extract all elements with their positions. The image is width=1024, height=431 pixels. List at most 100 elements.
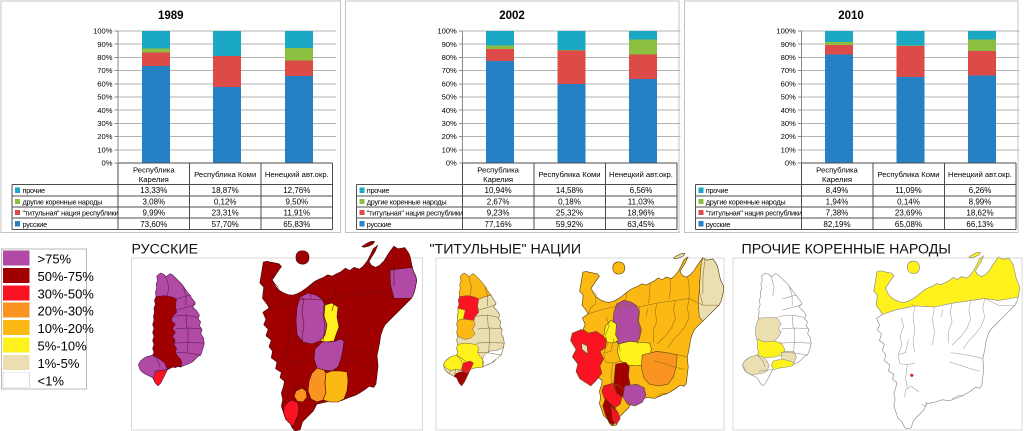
svg-text:9,99%: 9,99% — [142, 209, 165, 218]
svg-text:100%: 100% — [776, 27, 796, 36]
svg-text:Республика: Республика — [477, 166, 519, 175]
svg-text:ПРОЧИЕ КОРЕННЫЕ НАРОДЫ: ПРОЧИЕ КОРЕННЫЕ НАРОДЫ — [742, 242, 951, 258]
svg-text:Ненецкий авт.окр.: Ненецкий авт.окр. — [265, 170, 329, 179]
svg-text:100%: 100% — [437, 27, 457, 36]
svg-text:60%: 60% — [97, 79, 112, 88]
svg-text:60%: 60% — [442, 79, 457, 88]
svg-text:11,09%: 11,09% — [895, 186, 922, 195]
svg-text:2010: 2010 — [838, 10, 864, 22]
svg-text:10,94%: 10,94% — [485, 186, 512, 195]
svg-text:80%: 80% — [97, 53, 112, 62]
svg-text:18,87%: 18,87% — [212, 186, 239, 195]
svg-text:7,38%: 7,38% — [826, 209, 849, 218]
svg-text:60%: 60% — [781, 79, 796, 88]
svg-text:13,33%: 13,33% — [140, 186, 167, 195]
svg-text:Карелия: Карелия — [139, 175, 169, 184]
svg-text:57,70%: 57,70% — [212, 220, 239, 229]
svg-text:65,83%: 65,83% — [283, 220, 310, 229]
svg-text:90%: 90% — [781, 40, 796, 49]
svg-text:90%: 90% — [442, 40, 457, 49]
svg-text:12,76%: 12,76% — [283, 186, 310, 195]
svg-text:66,13%: 66,13% — [966, 220, 993, 229]
svg-text:80%: 80% — [781, 53, 796, 62]
svg-text:Республика Коми: Республика Коми — [538, 170, 600, 179]
svg-text:70%: 70% — [442, 66, 457, 75]
svg-text:прочие: прочие — [706, 186, 729, 195]
svg-text:70%: 70% — [97, 66, 112, 75]
svg-text:10%: 10% — [442, 145, 457, 154]
svg-text:8,99%: 8,99% — [969, 197, 992, 206]
svg-text:10%-20%: 10%-20% — [38, 321, 95, 336]
svg-text:65,08%: 65,08% — [895, 220, 922, 229]
svg-text:1,94%: 1,94% — [826, 197, 849, 206]
svg-text:23,31%: 23,31% — [212, 209, 239, 218]
svg-text:8,49%: 8,49% — [826, 186, 849, 195]
svg-text:63,45%: 63,45% — [627, 220, 654, 229]
svg-text:30%-50%: 30%-50% — [38, 286, 95, 301]
svg-text:90%: 90% — [97, 40, 112, 49]
svg-text:11,91%: 11,91% — [284, 209, 311, 218]
svg-text:русские: русские — [23, 220, 48, 229]
svg-text:40%: 40% — [97, 106, 112, 115]
svg-text:Республика Коми: Республика Коми — [877, 170, 939, 179]
svg-text:3,08%: 3,08% — [142, 197, 165, 206]
svg-text:русские: русские — [367, 220, 392, 229]
svg-text:23,69%: 23,69% — [895, 209, 922, 218]
svg-text:Республика: Республика — [816, 166, 858, 175]
svg-text:Карелия: Карелия — [483, 175, 513, 184]
svg-text:1%-5%: 1%-5% — [38, 356, 80, 371]
svg-text:>75%: >75% — [38, 252, 72, 267]
svg-text:РУССКИЕ: РУССКИЕ — [132, 242, 199, 258]
svg-text:6,26%: 6,26% — [969, 186, 992, 195]
svg-text:"титульная" нация республики: "титульная" нация республики — [706, 209, 802, 218]
svg-text:10%: 10% — [781, 145, 796, 154]
svg-text:82,19%: 82,19% — [823, 220, 850, 229]
svg-text:20%-30%: 20%-30% — [38, 304, 95, 319]
svg-text:20%: 20% — [97, 132, 112, 141]
svg-text:"титульная" нация республики: "титульная" нация республики — [367, 209, 463, 218]
svg-text:6,56%: 6,56% — [630, 186, 653, 195]
svg-text:11,03%: 11,03% — [628, 197, 655, 206]
svg-text:40%: 40% — [781, 106, 796, 115]
svg-text:25,32%: 25,32% — [556, 209, 583, 218]
svg-text:77,16%: 77,16% — [485, 220, 512, 229]
svg-text:18,62%: 18,62% — [966, 209, 993, 218]
svg-text:0%: 0% — [785, 159, 796, 168]
svg-text:0,12%: 0,12% — [214, 197, 237, 206]
svg-text:10%: 10% — [97, 145, 112, 154]
svg-text:Карелия: Карелия — [822, 175, 852, 184]
svg-text:100%: 100% — [93, 27, 113, 36]
svg-text:18,96%: 18,96% — [627, 209, 654, 218]
svg-text:Республика Коми: Республика Коми — [194, 170, 256, 179]
svg-text:40%: 40% — [442, 106, 457, 115]
svg-text:"ТИТУЛЬНЫЕ" НАЦИИ: "ТИТУЛЬНЫЕ" НАЦИИ — [430, 242, 582, 258]
svg-text:9,50%: 9,50% — [285, 197, 308, 206]
svg-text:2002: 2002 — [499, 10, 525, 22]
svg-text:0,14%: 0,14% — [897, 197, 920, 206]
svg-text:2,67%: 2,67% — [487, 197, 510, 206]
svg-text:<1%: <1% — [38, 373, 65, 388]
svg-text:русские: русские — [706, 220, 731, 229]
svg-text:14,58%: 14,58% — [556, 186, 583, 195]
svg-text:Республика: Республика — [133, 166, 175, 175]
svg-text:30%: 30% — [442, 119, 457, 128]
svg-text:9,23%: 9,23% — [487, 209, 510, 218]
svg-text:30%: 30% — [781, 119, 796, 128]
svg-text:другие коренные народы: другие коренные народы — [706, 197, 786, 206]
svg-text:1989: 1989 — [158, 10, 184, 22]
svg-text:70%: 70% — [781, 66, 796, 75]
svg-text:0,18%: 0,18% — [558, 197, 581, 206]
svg-text:0%: 0% — [102, 159, 113, 168]
svg-text:прочие: прочие — [23, 186, 46, 195]
svg-text:50%: 50% — [781, 93, 796, 102]
svg-text:"титульная" нация республики: "титульная" нация республики — [23, 209, 119, 218]
svg-text:50%: 50% — [442, 93, 457, 102]
svg-text:73,60%: 73,60% — [140, 220, 167, 229]
svg-text:Ненецкий авт.окр.: Ненецкий авт.окр. — [948, 170, 1012, 179]
svg-text:20%: 20% — [781, 132, 796, 141]
svg-text:5%-10%: 5%-10% — [38, 339, 88, 354]
svg-text:80%: 80% — [442, 53, 457, 62]
svg-text:50%: 50% — [97, 93, 112, 102]
svg-text:другие коренные народы: другие коренные народы — [367, 197, 447, 206]
svg-text:0%: 0% — [446, 159, 457, 168]
